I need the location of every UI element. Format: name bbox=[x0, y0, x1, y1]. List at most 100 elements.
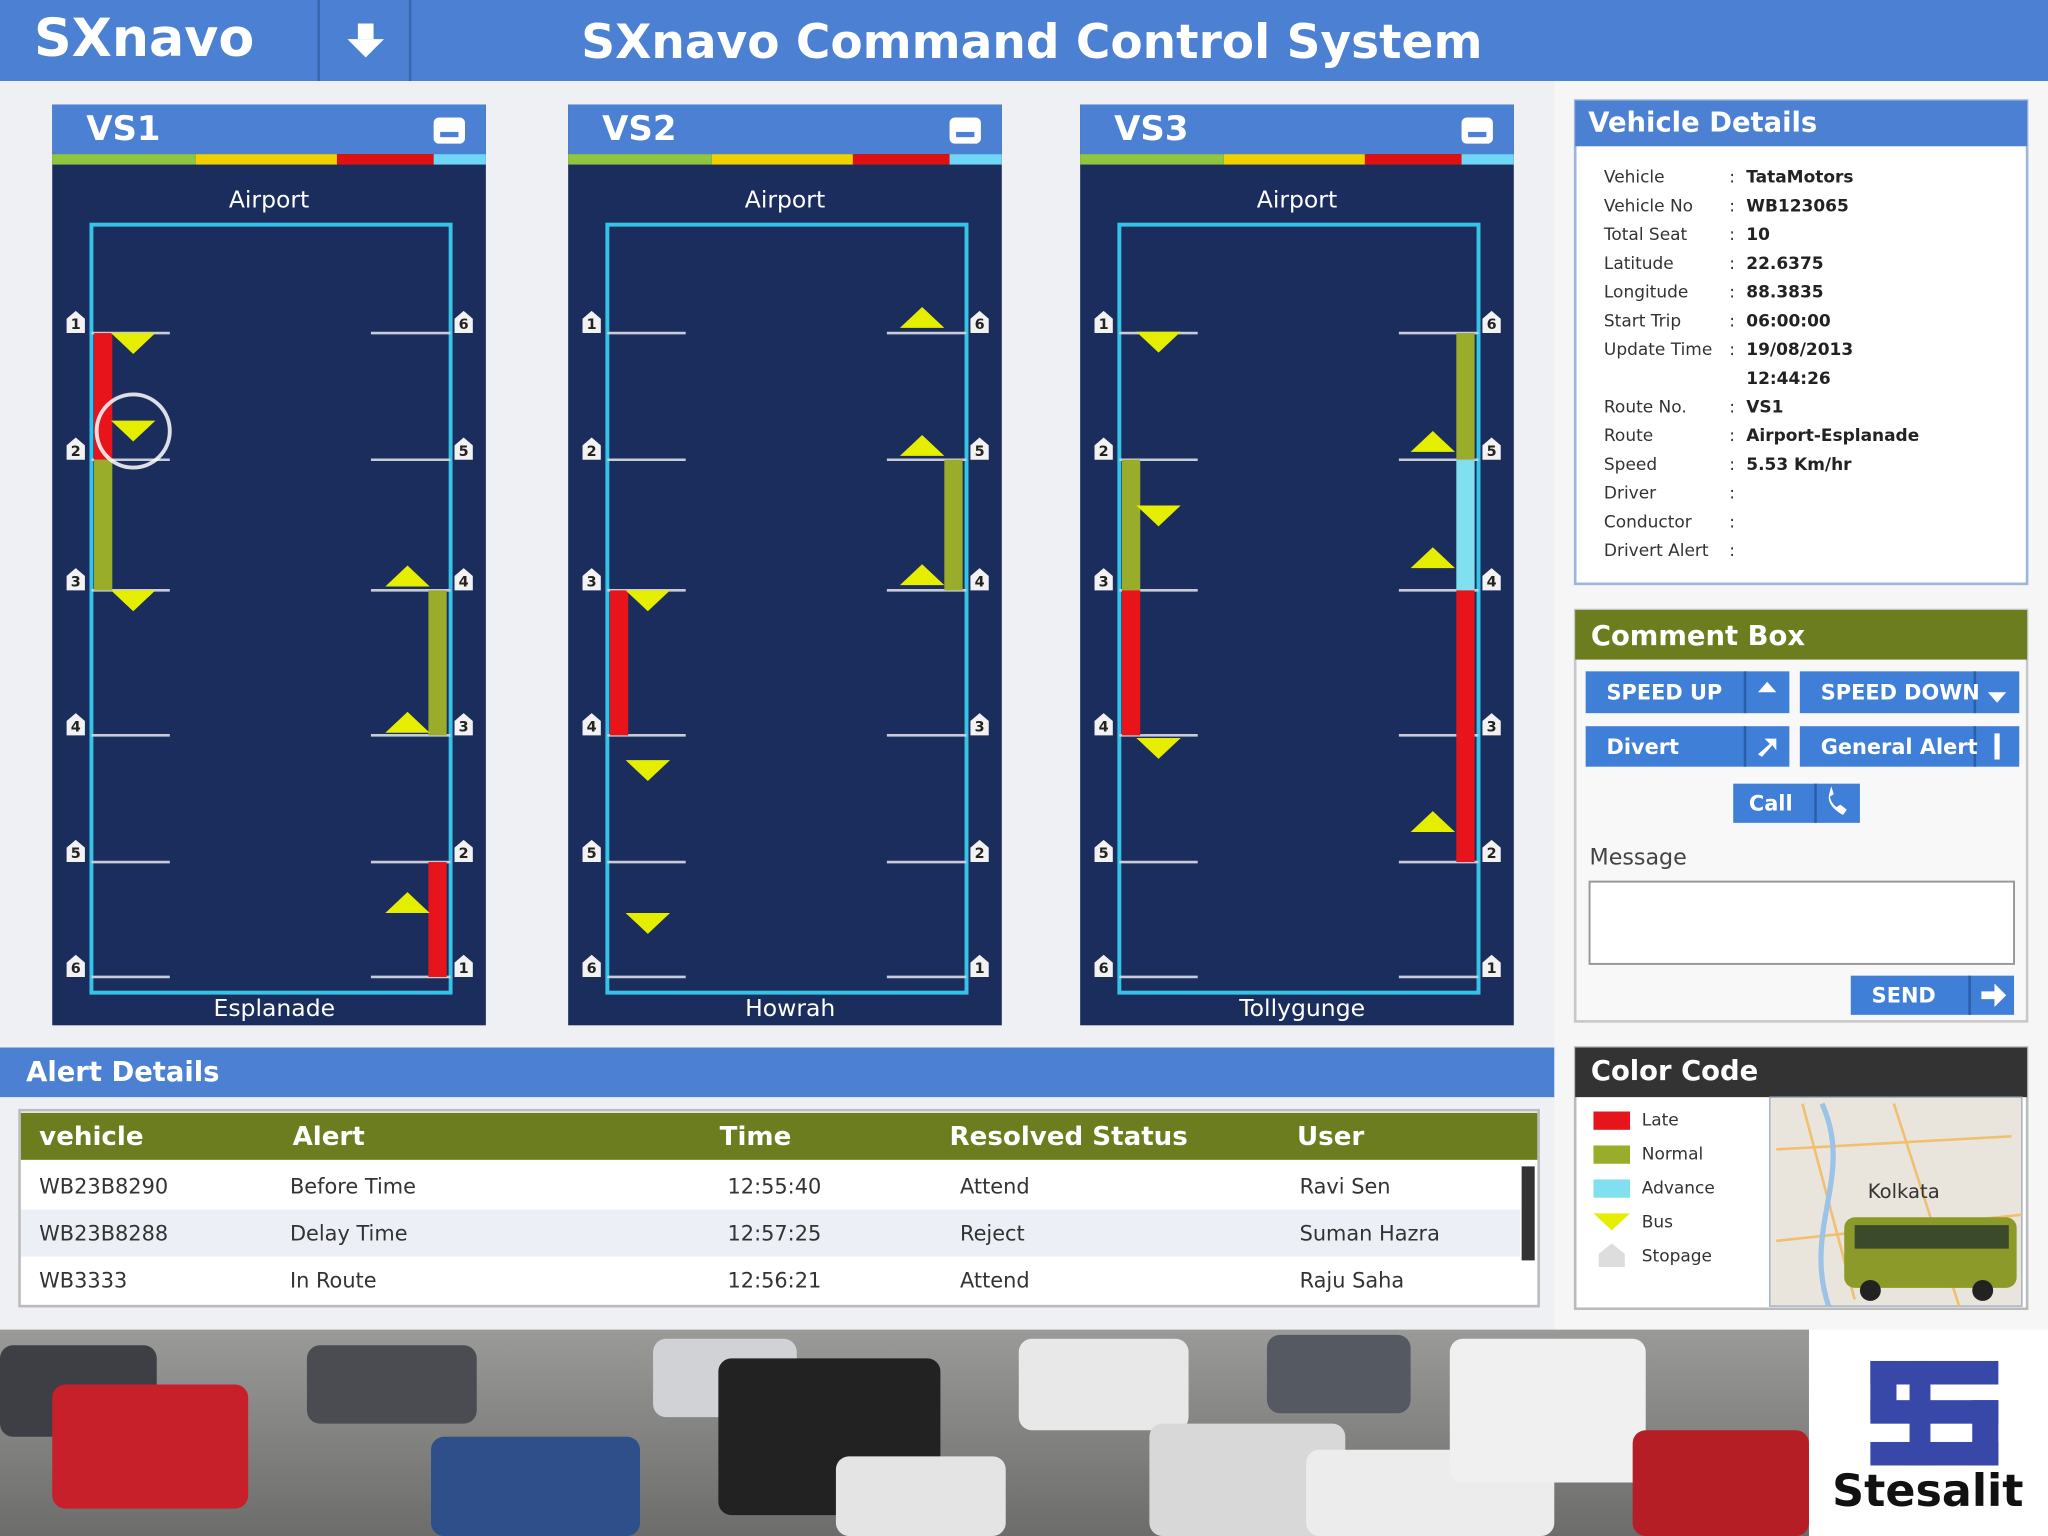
alert-title: Alert Details bbox=[26, 1057, 219, 1088]
panel-header bbox=[52, 104, 486, 155]
color-code-label: Normal bbox=[1642, 1145, 1703, 1165]
bus-marker[interactable] bbox=[625, 590, 671, 612]
bus-marker[interactable] bbox=[899, 564, 945, 586]
route-panel: VS3 Airport Tollygunge 1 2 3 4 5 6 6 5 4 3 2 1 bbox=[1080, 104, 1514, 1026]
table-header-row bbox=[20, 1112, 1538, 1160]
download-icon[interactable] bbox=[347, 23, 384, 58]
bus-marker[interactable] bbox=[1410, 547, 1456, 569]
bus-marker[interactable] bbox=[899, 306, 945, 328]
stop-icon bbox=[1094, 437, 1113, 460]
button-label: SEND bbox=[1872, 984, 1936, 1008]
scrollbar-thumb bbox=[1521, 1166, 1535, 1261]
command-button[interactable]: SPEED DOWN bbox=[1799, 671, 2020, 714]
stop-icon bbox=[582, 568, 601, 591]
stop-icon bbox=[1482, 568, 1501, 591]
photo-car bbox=[306, 1345, 477, 1424]
panel-header bbox=[1080, 104, 1514, 155]
route-start: Airport bbox=[229, 186, 309, 214]
route-segment bbox=[94, 459, 113, 591]
bus-marker[interactable] bbox=[899, 434, 945, 456]
stop-icon bbox=[1482, 437, 1501, 460]
bus-marker[interactable] bbox=[111, 590, 156, 612]
stop-number: 5 bbox=[975, 444, 985, 460]
route-start: Airport bbox=[1257, 186, 1337, 214]
route-segment bbox=[609, 590, 629, 736]
stop-number: 5 bbox=[1487, 444, 1497, 460]
command-button[interactable]: SPEED UP bbox=[1585, 671, 1790, 714]
button-frame bbox=[949, 117, 981, 144]
stop-icon bbox=[970, 713, 989, 736]
field-label: Conductor bbox=[1604, 512, 1692, 532]
stop-number: 5 bbox=[71, 846, 81, 862]
stop-icon bbox=[454, 437, 473, 460]
brand-mark bbox=[1870, 1400, 1999, 1424]
stop-number: 5 bbox=[587, 846, 597, 862]
photo-car bbox=[1449, 1338, 1646, 1483]
stop-icon bbox=[1094, 839, 1113, 863]
table-cell: Before Time bbox=[290, 1174, 416, 1198]
vehicle-panel-header bbox=[1575, 100, 2028, 147]
bus-marker[interactable] bbox=[1136, 737, 1181, 759]
field-value: 5.53 Km/hr bbox=[1746, 455, 1852, 475]
bus-marker[interactable] bbox=[385, 565, 430, 587]
route-segment bbox=[428, 862, 447, 977]
route-segment bbox=[944, 459, 963, 591]
table-cell: In Route bbox=[290, 1268, 377, 1292]
field-value: 06:00:00 bbox=[1746, 311, 1830, 331]
bus-marker[interactable] bbox=[1410, 811, 1456, 832]
stop-icon bbox=[1482, 310, 1501, 334]
status-strip bbox=[1364, 154, 1462, 165]
comment-panel-title: Comment Box bbox=[1591, 621, 1806, 652]
bus-marker[interactable] bbox=[625, 912, 671, 934]
command-button[interactable]: Divert bbox=[1585, 726, 1790, 767]
field-separator: : bbox=[1729, 340, 1735, 360]
stop-icon bbox=[970, 954, 989, 977]
status-strip bbox=[195, 154, 337, 165]
bus-marker[interactable] bbox=[111, 420, 156, 442]
field-label: Drivert Alert bbox=[1604, 541, 1709, 561]
stop-number: 6 bbox=[1099, 961, 1109, 977]
panel-body bbox=[568, 104, 1002, 1026]
stop-number: 2 bbox=[587, 444, 597, 460]
route-segment bbox=[1456, 590, 1475, 863]
button-icon bbox=[1987, 692, 2007, 703]
bus-marker[interactable] bbox=[385, 711, 430, 733]
route-segment bbox=[428, 590, 447, 736]
message-input[interactable] bbox=[1588, 880, 2016, 965]
bus-marker[interactable] bbox=[385, 892, 430, 913]
minimize-button[interactable] bbox=[1461, 117, 1493, 144]
status-strip bbox=[711, 154, 853, 165]
table-cell: 12:57:25 bbox=[728, 1221, 822, 1245]
status-strip bbox=[1223, 154, 1365, 165]
stop-icon bbox=[970, 568, 989, 591]
bus-marker[interactable] bbox=[1136, 331, 1181, 353]
button-face bbox=[1799, 671, 2020, 714]
stop-number: 3 bbox=[71, 575, 81, 591]
stop-number: 4 bbox=[975, 575, 985, 591]
stop-icon bbox=[582, 310, 601, 334]
bus-marker[interactable] bbox=[1410, 431, 1456, 452]
footer: Stesalit bbox=[0, 1329, 2048, 1536]
button-label: Call bbox=[1749, 792, 1793, 816]
stop-number: 2 bbox=[459, 846, 469, 862]
stop-number: 6 bbox=[975, 317, 985, 333]
button-frame bbox=[1461, 117, 1493, 144]
table-row bbox=[20, 1162, 1521, 1210]
brand-mark bbox=[1870, 1441, 1999, 1466]
bus-marker[interactable] bbox=[1136, 505, 1181, 527]
command-button[interactable]: General Alert bbox=[1799, 726, 2020, 767]
bus-marker[interactable] bbox=[625, 760, 671, 782]
bus-marker[interactable] bbox=[111, 333, 156, 354]
minimize-button[interactable] bbox=[949, 117, 981, 144]
minimize-button[interactable] bbox=[433, 117, 465, 144]
route-panel: VS2 Airport Howrah 1 2 3 4 5 6 6 5 4 3 2 1 bbox=[568, 104, 1002, 1026]
field-separator: : bbox=[1729, 512, 1735, 532]
status-strip bbox=[568, 154, 712, 165]
table-cell: Ravi Sen bbox=[1300, 1174, 1391, 1198]
button-face bbox=[1733, 783, 1860, 823]
map-city: Kolkata bbox=[1868, 1180, 1940, 1203]
stop-number: 6 bbox=[459, 317, 469, 333]
command-button[interactable]: Call bbox=[1733, 783, 1860, 823]
route-loop bbox=[89, 222, 453, 995]
send-button[interactable]: SEND bbox=[1850, 975, 2015, 1015]
